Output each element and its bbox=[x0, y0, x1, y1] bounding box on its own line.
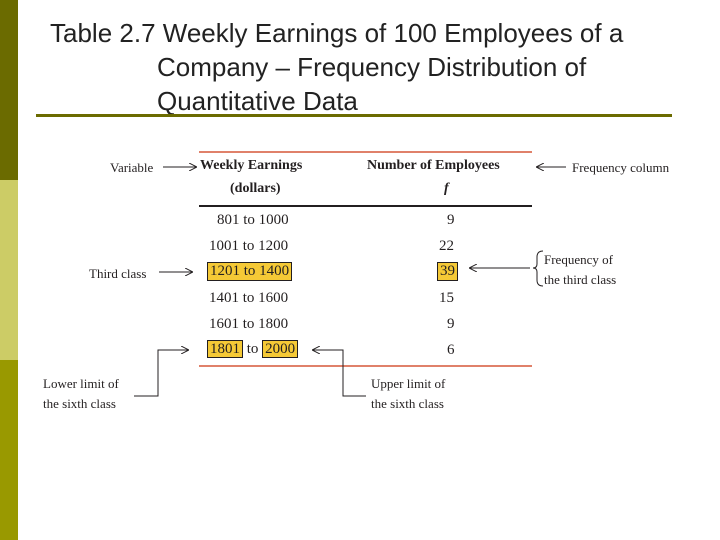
frequency-value: 22 bbox=[439, 238, 454, 254]
lower-limit-label: Lower limit of the sixth class bbox=[43, 374, 119, 414]
side-bar-middle bbox=[0, 180, 18, 360]
col1-subheader: (dollars) bbox=[230, 181, 281, 196]
frequency-value-highlighted: 39 bbox=[437, 262, 458, 281]
frequency-third-class-label: Frequency of the third class bbox=[544, 250, 616, 290]
col2-header: Number of Employees bbox=[367, 158, 500, 173]
upper-limit-arrow bbox=[313, 350, 366, 397]
lower-limit: 1001 bbox=[209, 238, 239, 254]
lower-limit-arrow bbox=[134, 350, 188, 397]
frequency-value: 9 bbox=[447, 212, 455, 228]
lower-limit: 1201 bbox=[210, 263, 240, 279]
table-row-highlighted: 1201 to 1400 bbox=[207, 262, 293, 281]
third-class-label: Third class bbox=[89, 266, 147, 281]
frequency-third-line-2: the third class bbox=[544, 272, 617, 287]
table-header-rule bbox=[199, 205, 532, 207]
upper-limit-label: Upper limit of the sixth class bbox=[371, 374, 445, 414]
table-row: 1401 to 1600 bbox=[209, 290, 288, 307]
upper-limit: 1400 bbox=[259, 263, 290, 279]
lower-limit-highlighted: 1801 bbox=[207, 340, 243, 358]
frequency-value: 9 bbox=[447, 316, 455, 332]
title-line-2: Company – Frequency Distribution of bbox=[157, 52, 587, 82]
title-underline bbox=[36, 114, 672, 117]
lower-limit: 801 bbox=[217, 212, 240, 228]
side-bar-bottom bbox=[0, 360, 18, 540]
brace-icon bbox=[532, 250, 544, 287]
table-bottom-rule bbox=[199, 365, 532, 367]
table-row: 1601 to 1800 bbox=[209, 316, 288, 333]
upper-limit: 1200 bbox=[258, 238, 289, 254]
title-line-1: Table 2.7 Weekly Earnings of 100 Employe… bbox=[50, 18, 624, 48]
table-top-rule bbox=[199, 151, 532, 153]
lower-limit-line-1: Lower limit of bbox=[43, 376, 119, 391]
upper-limit-line-2: the sixth class bbox=[371, 396, 444, 411]
to-word: to bbox=[242, 316, 255, 332]
frequency-third-line-1: Frequency of bbox=[544, 252, 613, 267]
to-word: to bbox=[242, 290, 255, 306]
slide-title: Table 2.7 Weekly Earnings of 100 Employe… bbox=[50, 16, 710, 118]
col2-subheader: f bbox=[444, 181, 449, 196]
frequency-value: 6 bbox=[447, 342, 455, 358]
table-row: 801 to 1000 bbox=[217, 212, 289, 229]
upper-limit: 1800 bbox=[258, 316, 289, 332]
to-word: to bbox=[246, 341, 259, 357]
to-word: to bbox=[243, 263, 256, 279]
side-bar-top bbox=[0, 0, 18, 180]
variable-label: Variable bbox=[110, 160, 154, 175]
upper-limit-highlighted: 2000 bbox=[262, 340, 299, 358]
lower-limit: 1601 bbox=[209, 316, 239, 332]
upper-limit: 1600 bbox=[258, 290, 289, 306]
frequency-value: 15 bbox=[439, 290, 454, 306]
frequency-column-label: Frequency column bbox=[572, 160, 670, 175]
lower-limit: 1401 bbox=[209, 290, 239, 306]
to-word: to bbox=[243, 212, 255, 228]
to-word: to bbox=[242, 238, 255, 254]
table-row: 1801 to 2000 bbox=[207, 340, 299, 358]
lower-limit-line-2: the sixth class bbox=[43, 396, 116, 411]
upper-limit-line-1: Upper limit of bbox=[371, 376, 446, 391]
table-row: 1001 to 1200 bbox=[209, 238, 288, 255]
upper-limit: 1000 bbox=[258, 212, 289, 228]
title-line-3: Quantitative Data bbox=[157, 86, 358, 116]
col1-header: Weekly Earnings bbox=[200, 158, 303, 173]
